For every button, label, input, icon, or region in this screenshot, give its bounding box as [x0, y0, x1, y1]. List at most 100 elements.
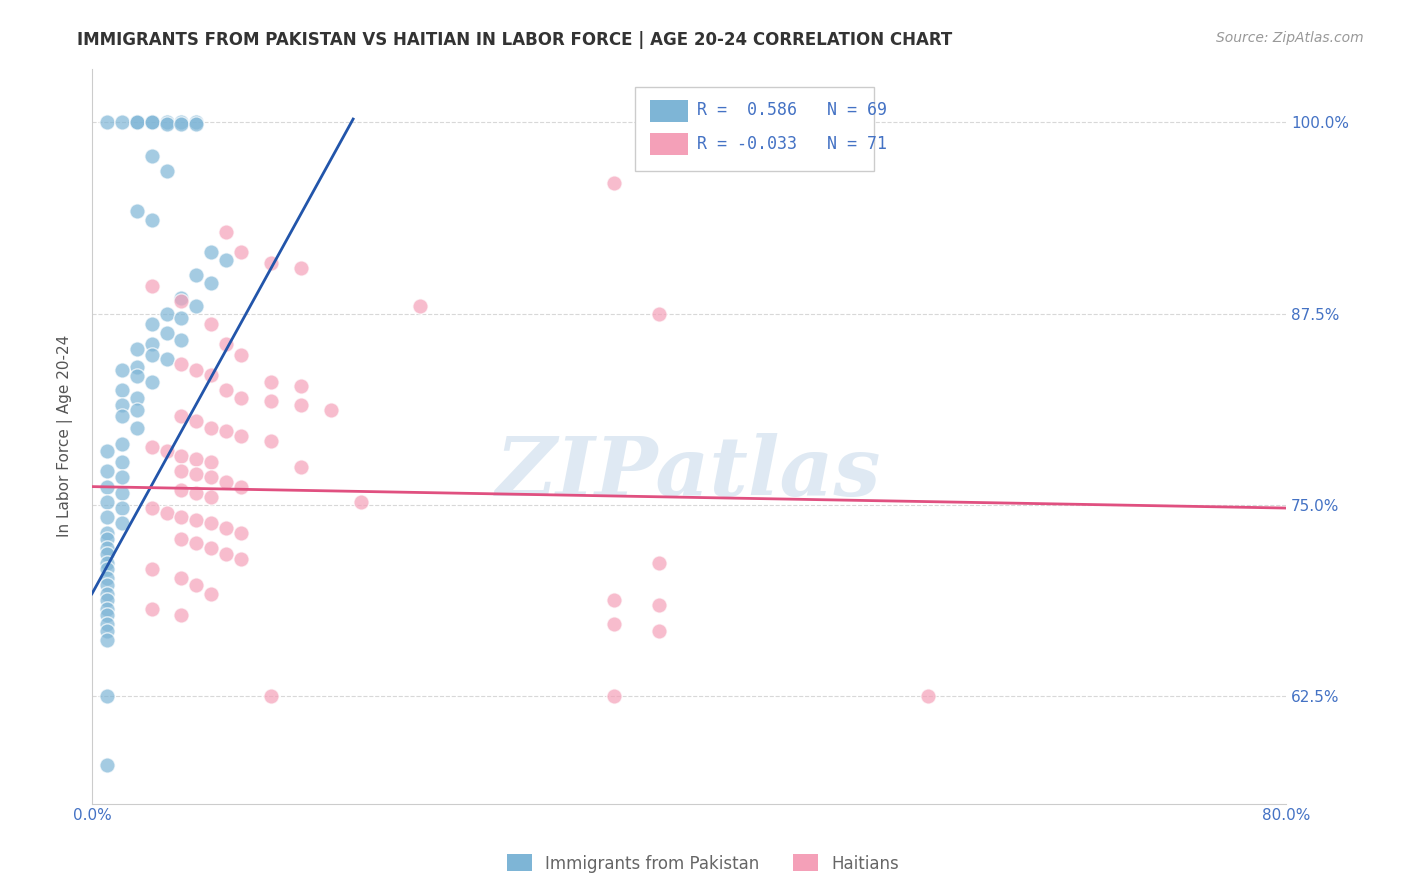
Point [170, 464, 193, 478]
Point [141, 501, 163, 516]
Point [111, 470, 134, 484]
Point [96, 617, 118, 632]
Point [111, 516, 134, 531]
Point [200, 455, 222, 469]
Point [186, 363, 208, 377]
Point [200, 368, 222, 382]
Point [215, 337, 238, 351]
Point [155, 117, 177, 131]
Point [141, 602, 163, 616]
Point [260, 393, 283, 408]
Point [111, 436, 134, 450]
Point [96, 464, 118, 478]
Point [170, 115, 193, 129]
Point [215, 425, 238, 439]
Point [141, 376, 163, 390]
Point [125, 391, 148, 405]
Point [648, 598, 671, 612]
Point [96, 532, 118, 546]
Point [215, 547, 238, 561]
Point [141, 348, 163, 362]
Point [170, 117, 193, 131]
Point [141, 279, 163, 293]
Point [96, 562, 118, 576]
FancyBboxPatch shape [636, 87, 875, 171]
Point [290, 459, 312, 474]
Point [215, 226, 238, 240]
Point [170, 409, 193, 424]
Point [186, 299, 208, 313]
Point [200, 245, 222, 260]
Point [96, 525, 118, 540]
Point [200, 587, 222, 601]
Point [917, 690, 939, 704]
Point [603, 617, 626, 632]
Point [96, 690, 118, 704]
Text: R = -0.033   N = 71: R = -0.033 N = 71 [697, 135, 887, 153]
Point [231, 391, 253, 405]
Point [96, 510, 118, 524]
Point [96, 624, 118, 638]
Point [215, 383, 238, 397]
Point [260, 690, 283, 704]
Point [96, 587, 118, 601]
Point [155, 444, 177, 458]
Point [96, 541, 118, 555]
Point [96, 556, 118, 570]
Point [170, 510, 193, 524]
Point [349, 495, 371, 509]
Point [648, 556, 671, 570]
Point [141, 115, 163, 129]
Point [186, 117, 208, 131]
Point [141, 337, 163, 351]
Point [111, 115, 134, 129]
Point [186, 268, 208, 283]
Point [215, 475, 238, 489]
Point [290, 378, 312, 392]
Y-axis label: In Labor Force | Age 20-24: In Labor Force | Age 20-24 [58, 334, 73, 537]
Point [155, 164, 177, 178]
Point [186, 414, 208, 428]
Point [170, 449, 193, 463]
Point [231, 551, 253, 566]
Point [170, 294, 193, 309]
Point [96, 115, 118, 129]
Point [96, 572, 118, 586]
Text: ZIPatlas: ZIPatlas [496, 433, 882, 513]
Point [170, 357, 193, 371]
Point [186, 115, 208, 129]
Point [231, 525, 253, 540]
Point [96, 593, 118, 607]
Point [111, 383, 134, 397]
Point [125, 115, 148, 129]
Point [648, 307, 671, 321]
Point [200, 516, 222, 531]
Point [141, 562, 163, 576]
Point [186, 467, 208, 482]
Point [186, 577, 208, 591]
Point [111, 501, 134, 516]
Point [125, 369, 148, 384]
Point [141, 149, 163, 163]
Point [111, 485, 134, 500]
Point [111, 399, 134, 413]
Point [96, 632, 118, 647]
Point [603, 690, 626, 704]
Point [155, 115, 177, 129]
Point [141, 213, 163, 227]
Point [290, 260, 312, 275]
Point [96, 577, 118, 591]
Point [111, 363, 134, 377]
Point [260, 434, 283, 448]
Point [141, 440, 163, 454]
Point [200, 318, 222, 332]
Point [111, 455, 134, 469]
Point [170, 572, 193, 586]
Point [319, 403, 342, 417]
Point [186, 485, 208, 500]
Point [231, 429, 253, 443]
Point [186, 452, 208, 467]
Point [111, 409, 134, 424]
Point [141, 318, 163, 332]
Point [603, 593, 626, 607]
